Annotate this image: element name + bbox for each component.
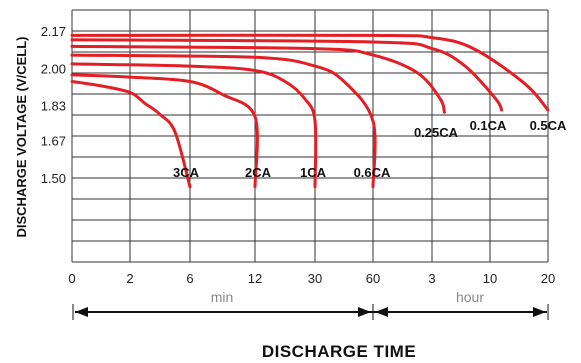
- x-axis-label: DISCHARGE TIME: [262, 342, 416, 361]
- arrow-left-start: [75, 307, 88, 317]
- unit-label-min: min: [211, 289, 234, 305]
- y-tick-labels: 2.17 2.00 1.83 1.67 1.50: [41, 24, 66, 186]
- y-tick-label: 2.00: [41, 61, 66, 76]
- curve-2CA: [70, 73, 259, 189]
- x-tick-label: 60: [366, 271, 380, 286]
- y-tick-label: 2.17: [41, 24, 66, 39]
- y-tick-label: 1.50: [41, 171, 66, 186]
- arrow-min-end: [358, 307, 371, 317]
- curve-label: 0.5CA: [530, 118, 567, 133]
- curve-0.6CA: [70, 53, 377, 189]
- unit-label-hour: hour: [456, 289, 484, 305]
- x-tick-label: 20: [541, 271, 555, 286]
- curve-label: 0.1CA: [470, 118, 507, 133]
- x-tick-label: 0: [68, 271, 75, 286]
- x-tick-label: 10: [483, 271, 497, 286]
- curve-1CA: [70, 62, 318, 189]
- x-tick-label: 6: [186, 271, 193, 286]
- curve-labels: 3CA 2CA 1CA 0.6CA 0.25CA 0.1CA 0.5CA: [173, 118, 567, 180]
- curve-0.25CA: [70, 44, 446, 114]
- curve-0.5CA: [70, 33, 550, 112]
- curve-0.1CA: [70, 38, 504, 112]
- unit-bar: min hour: [72, 289, 549, 320]
- arrow-hour-start: [375, 307, 388, 317]
- y-tick-label: 1.67: [41, 134, 66, 149]
- curve-label: 1CA: [300, 165, 327, 180]
- x-tick-label: 3: [428, 271, 435, 286]
- y-tick-label: 1.83: [41, 99, 66, 114]
- discharge-curves: [70, 33, 550, 189]
- curve-label: 0.25CA: [414, 125, 459, 140]
- curve-label: 0.6CA: [354, 165, 391, 180]
- y-axis-label: DISCHARGE VOLTAGE (V/CELL): [14, 36, 29, 237]
- curve-label: 2CA: [245, 165, 272, 180]
- curve-label: 3CA: [173, 165, 200, 180]
- x-tick-label: 12: [248, 271, 262, 286]
- arrow-right-end: [533, 307, 546, 317]
- x-tick-label: 2: [126, 271, 133, 286]
- x-tick-label: 30: [308, 271, 322, 286]
- curve-3CA: [70, 80, 192, 189]
- x-tick-labels: 0 2 6 12 30 60 3 10 20: [68, 271, 555, 286]
